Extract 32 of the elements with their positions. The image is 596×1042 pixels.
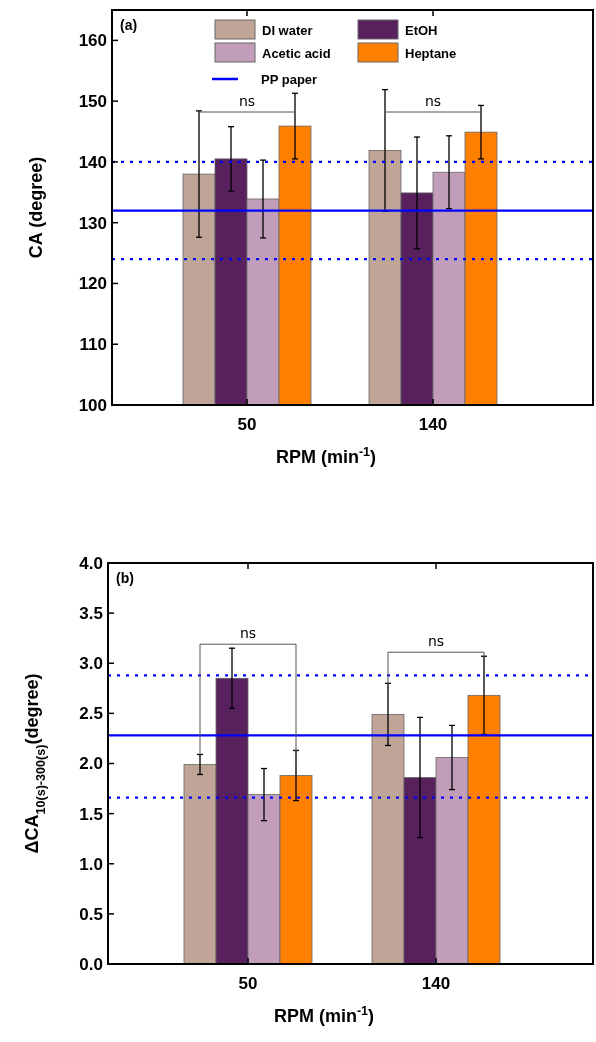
y-tick-label: 110 [79, 335, 107, 355]
y-tick-label: 150 [78, 92, 107, 112]
annotation: ns [427, 633, 445, 650]
legend-label: Heptane [405, 46, 457, 61]
annotation: ns [238, 93, 256, 109]
y-tick-label: 140 [78, 152, 107, 172]
y-tick-label: 130 [78, 213, 107, 233]
y-tick-label: 1.0 [79, 854, 103, 874]
annotation: ns [424, 93, 442, 109]
legend-label: PP paper [261, 72, 318, 87]
annotation: (b) [116, 570, 134, 586]
y-tick-label: 3.0 [79, 654, 103, 674]
annotation: ns [239, 625, 257, 642]
annotation: (a) [120, 17, 138, 33]
y-tick-label: 4.0 [79, 553, 103, 573]
y-tick-label: 0.5 [79, 904, 103, 924]
legend-label: EtOH [405, 23, 438, 38]
y-tick-label: 120 [78, 274, 107, 294]
y-axis-title: CA (degree) [26, 156, 46, 259]
y-tick-label: 2.5 [79, 704, 103, 724]
y-tick-label: 3.5 [79, 604, 103, 624]
x-axis-title: RPM (min$^{-1}$) [273, 1004, 375, 1026]
y-tick-label: 100 [78, 395, 107, 415]
x-tick-label: 50 [237, 415, 257, 434]
y-tick-label: 1.5 [79, 804, 103, 824]
legend-label: DI water [262, 23, 313, 38]
y-tick-label: 2.0 [79, 754, 103, 774]
y-tick-label: 0.0 [79, 954, 103, 974]
x-tick-label: 50 [238, 974, 258, 993]
x-axis-title: RPM (min$^{-1}$) [275, 445, 377, 467]
legend-label: Acetic acid [262, 46, 331, 61]
y-tick-label: 160 [78, 31, 107, 51]
